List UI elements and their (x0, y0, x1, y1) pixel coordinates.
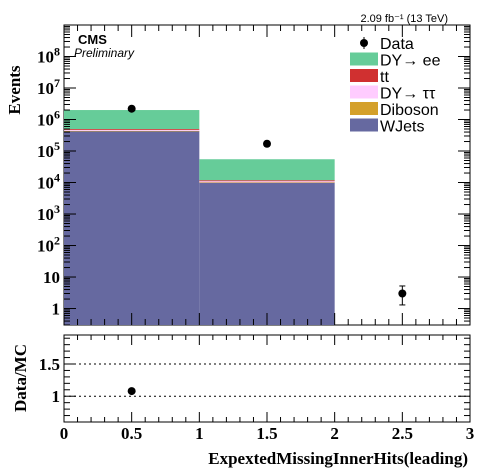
bar-dyee-bin1 (199, 159, 335, 181)
ratio-tick-labels: 1 1.5 0 0.5 1 1.5 2 2.5 3 (39, 355, 475, 443)
luminosity-label: 2.09 fb⁻¹ (13 TeV) (360, 13, 448, 25)
y-tick-label: 102 (37, 234, 60, 256)
legend-label: Data (380, 36, 414, 53)
y-tick-label: 104 (37, 171, 60, 193)
ratio-y-tick-label: 1 (52, 387, 61, 406)
bar-diboson-bin0 (64, 130, 200, 132)
data-points (127, 104, 407, 306)
legend-swatch (350, 85, 378, 99)
legend-swatch (350, 69, 378, 82)
x-tick-label: 1 (195, 424, 204, 443)
y-tick-label: 108 (37, 45, 60, 67)
x-tick-label: 2.5 (392, 424, 413, 443)
x-tick-label: 1.5 (256, 424, 277, 443)
ratio-points (127, 387, 136, 396)
data-point (263, 139, 271, 148)
bar-dy-bin1 (199, 181, 335, 183)
x-tick-label: 3 (466, 424, 475, 443)
y-tick-label: 1 (52, 300, 61, 319)
legend-label: WJets (380, 119, 424, 136)
legend-swatch (350, 118, 378, 132)
bar-diboson-bin1 (199, 182, 335, 183)
x-tick-label: 2 (330, 424, 339, 443)
bar-dyee-bin0 (64, 110, 200, 130)
y-tick-label: 106 (37, 108, 60, 130)
ratio-y-axis-title: Data/MC (11, 344, 30, 412)
main-axis-ticks (63, 24, 471, 326)
ratio-point (127, 387, 136, 396)
x-tick-label: 0.5 (121, 424, 142, 443)
bar-tt-bin1 (199, 180, 335, 182)
legend-label: tt (380, 69, 389, 86)
ratio-dashed-lines (64, 363, 470, 397)
data-point (398, 289, 407, 298)
legend-label: Diboson (380, 102, 439, 119)
bar-wjets-bin0 (64, 131, 200, 325)
main-y-tick-labels: 1 10 102 103 104 105 106 107 108 (37, 45, 60, 319)
cms-label: CMS (78, 32, 107, 47)
bar-dy-bin0 (64, 129, 200, 131)
legend-swatch (350, 52, 378, 66)
ratio-panel-frame (63, 334, 471, 423)
ratio-axis-ticks (63, 335, 471, 423)
bar-tt-bin0 (64, 129, 200, 130)
y-tick-label: 105 (37, 139, 60, 161)
legend-swatch (350, 102, 378, 115)
x-axis-title: ExpextedMissingInnerHits(leading) (208, 449, 468, 468)
ratio-y-tick-label: 1.5 (39, 355, 60, 374)
stacked-bars (64, 110, 335, 325)
y-axis-title: Events (5, 65, 24, 115)
legend-label: DY→ ee (380, 53, 441, 70)
data-point (127, 104, 136, 113)
y-tick-label: 10 (43, 268, 60, 287)
y-tick-label: 107 (37, 76, 60, 98)
bar-wjets-bin1 (199, 182, 335, 325)
preliminary-label: Preliminary (74, 46, 135, 60)
legend-label: DY→ ττ (380, 86, 436, 103)
y-tick-label: 103 (37, 202, 60, 224)
x-tick-label: 0 (60, 424, 69, 443)
